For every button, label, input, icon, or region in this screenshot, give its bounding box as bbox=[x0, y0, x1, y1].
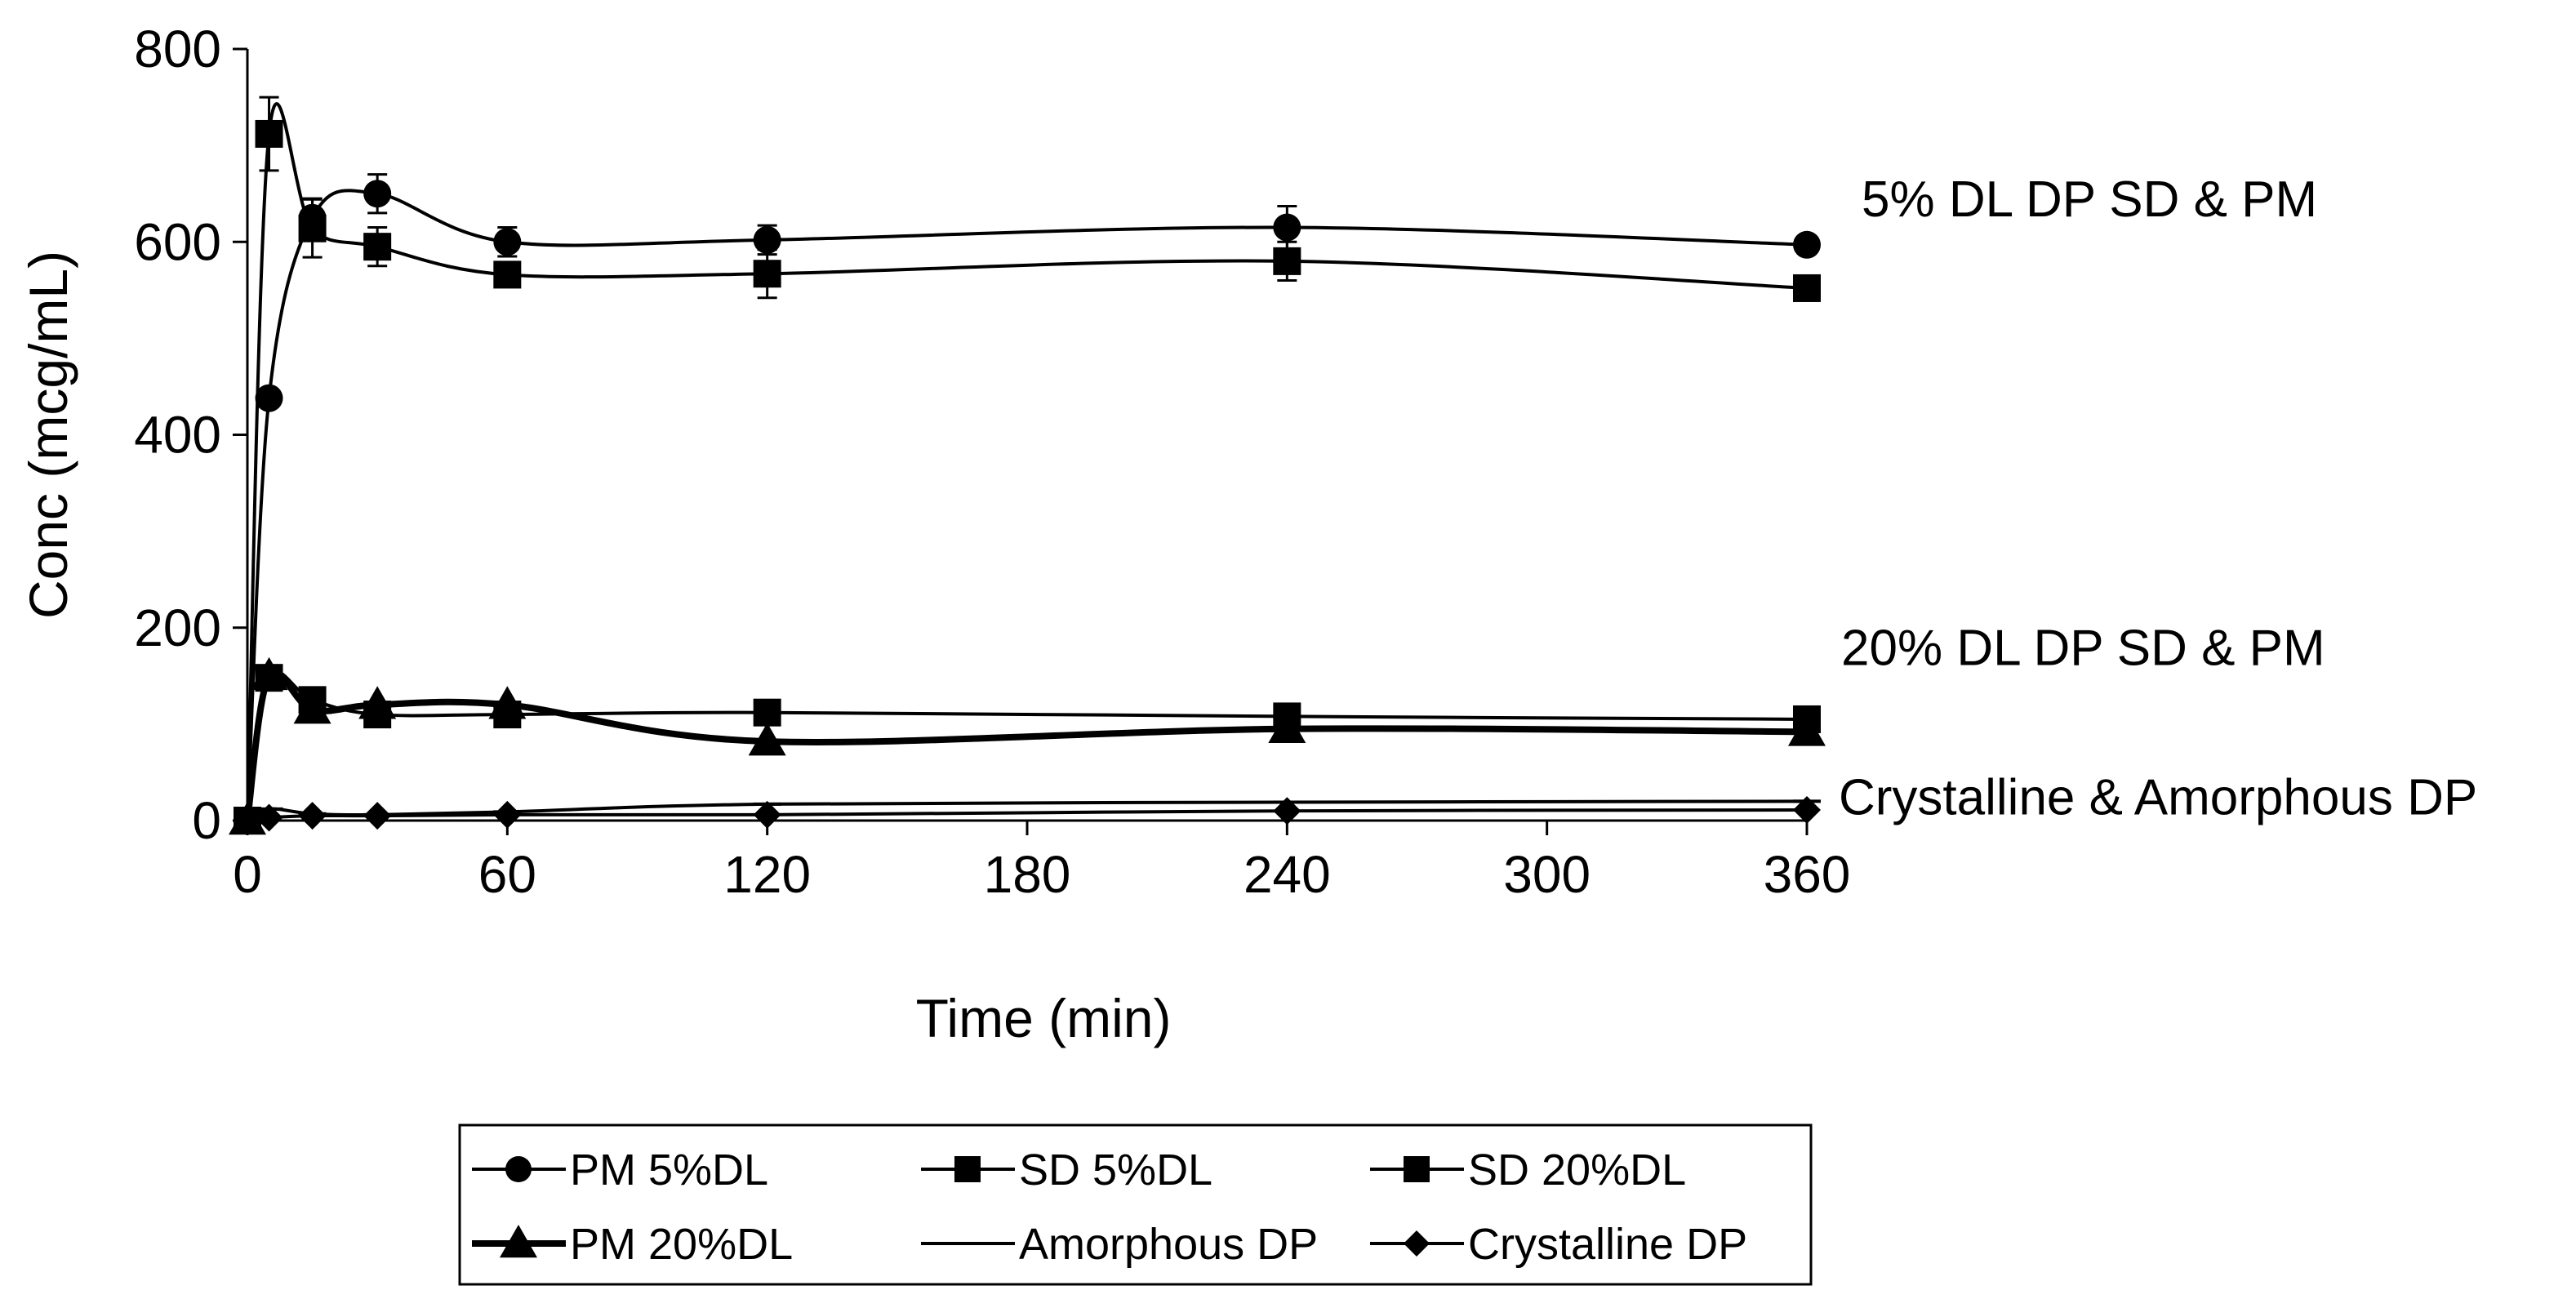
data-point bbox=[255, 384, 283, 412]
y-tick-label: 0 bbox=[192, 791, 221, 850]
data-point bbox=[363, 802, 392, 830]
legend-item-pm-20-dl: PM 20%DL bbox=[472, 1220, 793, 1269]
series-crystalline-dp bbox=[234, 796, 1821, 834]
series-line bbox=[246, 189, 1808, 821]
data-point bbox=[493, 800, 522, 829]
legend-label: SD 5%DL bbox=[1019, 1146, 1212, 1195]
x-tick-label: 300 bbox=[1503, 845, 1591, 904]
y-tick-label: 200 bbox=[134, 598, 221, 657]
data-point bbox=[1793, 230, 1821, 259]
data-point bbox=[234, 807, 261, 834]
data-point bbox=[1788, 713, 1826, 746]
legend-item-sd-20-dl: SD 20%DL bbox=[1370, 1146, 1686, 1195]
data-point bbox=[293, 691, 331, 724]
y-tick-label: 400 bbox=[134, 406, 221, 465]
annotation-5pct: 5% DL DP SD & PM bbox=[1862, 171, 2317, 228]
legend: PM 5%DL SD 5%DL SD 20%DL PM 20%DL Amorphous … bbox=[458, 1123, 1813, 1286]
data-point bbox=[1268, 710, 1306, 744]
y-tick-label: 600 bbox=[134, 212, 221, 271]
data-point bbox=[493, 260, 522, 289]
x-tick-label: 180 bbox=[984, 845, 1071, 904]
data-point bbox=[255, 803, 283, 832]
legend-label: SD 20%DL bbox=[1468, 1146, 1686, 1195]
data-point bbox=[748, 723, 786, 756]
legend-marker bbox=[954, 1156, 981, 1182]
x-tick-label: 60 bbox=[478, 845, 536, 904]
x-tick-label: 120 bbox=[723, 845, 811, 904]
legend-item-sd-5-dl: SD 5%DL bbox=[921, 1146, 1212, 1195]
legend-items: PM 5%DL SD 5%DL SD 20%DL PM 20%DL Amorphous … bbox=[472, 1146, 1747, 1269]
x-tick-label: 240 bbox=[1244, 845, 1331, 904]
series-line bbox=[246, 102, 1808, 821]
y-tick-label: 800 bbox=[134, 20, 221, 78]
data-point bbox=[753, 225, 781, 254]
series-line bbox=[246, 670, 1808, 821]
data-point bbox=[493, 228, 522, 256]
data-point bbox=[488, 686, 527, 719]
annotation-20pct: 20% DL DP SD & PM bbox=[1841, 620, 2325, 676]
series-layer bbox=[229, 96, 1826, 835]
data-point bbox=[753, 800, 781, 829]
legend-item-amorphous-dp: Amorphous DP bbox=[921, 1220, 1318, 1269]
legend-label: Crystalline DP bbox=[1468, 1220, 1747, 1269]
axes: 0 200 400 600 800 0 60 120 180 240 300 360 bbox=[134, 20, 1850, 904]
legend-marker bbox=[1404, 1156, 1430, 1182]
y-axis-title: Conc (mcg/mL) bbox=[18, 251, 78, 619]
data-point bbox=[1273, 213, 1301, 242]
y-ticks: 0 200 400 600 800 bbox=[134, 20, 247, 850]
x-tick-label: 360 bbox=[1764, 845, 1851, 904]
legend-label: Amorphous DP bbox=[1019, 1220, 1318, 1269]
x-tick-label: 0 bbox=[233, 845, 262, 904]
data-point bbox=[1793, 274, 1821, 302]
annotations: 5% DL DP SD & PM 20% DL DP SD & PM Cryst… bbox=[1839, 171, 2477, 825]
x-axis-title: Time (min) bbox=[916, 988, 1172, 1048]
data-point bbox=[298, 802, 327, 830]
legend-marker bbox=[505, 1156, 532, 1182]
legend-marker bbox=[500, 1225, 537, 1258]
data-point bbox=[250, 656, 288, 691]
legend-label: PM 5%DL bbox=[570, 1146, 768, 1195]
legend-marker bbox=[1404, 1230, 1430, 1257]
data-point bbox=[753, 698, 781, 727]
annotation-crystalline-amorphous: Crystalline & Amorphous DP bbox=[1839, 769, 2477, 825]
series-pm-20-dl bbox=[229, 656, 1826, 835]
data-point bbox=[363, 233, 392, 261]
legend-item-pm-5-dl: PM 5%DL bbox=[472, 1146, 768, 1195]
data-point bbox=[298, 214, 327, 242]
series-sd-5-dl bbox=[234, 96, 1821, 834]
data-point bbox=[363, 180, 392, 208]
data-point bbox=[1273, 247, 1301, 275]
data-point bbox=[1793, 796, 1821, 825]
series-line bbox=[244, 668, 1808, 821]
legend-label: PM 20%DL bbox=[570, 1220, 793, 1269]
data-point bbox=[255, 119, 283, 148]
data-point bbox=[1273, 797, 1301, 825]
data-point bbox=[753, 260, 781, 288]
data-point bbox=[358, 686, 397, 719]
legend-item-crystalline-dp: Crystalline DP bbox=[1370, 1220, 1747, 1269]
legend-box bbox=[458, 1123, 1813, 1286]
x-ticks: 0 60 120 180 240 300 360 bbox=[233, 821, 1850, 904]
